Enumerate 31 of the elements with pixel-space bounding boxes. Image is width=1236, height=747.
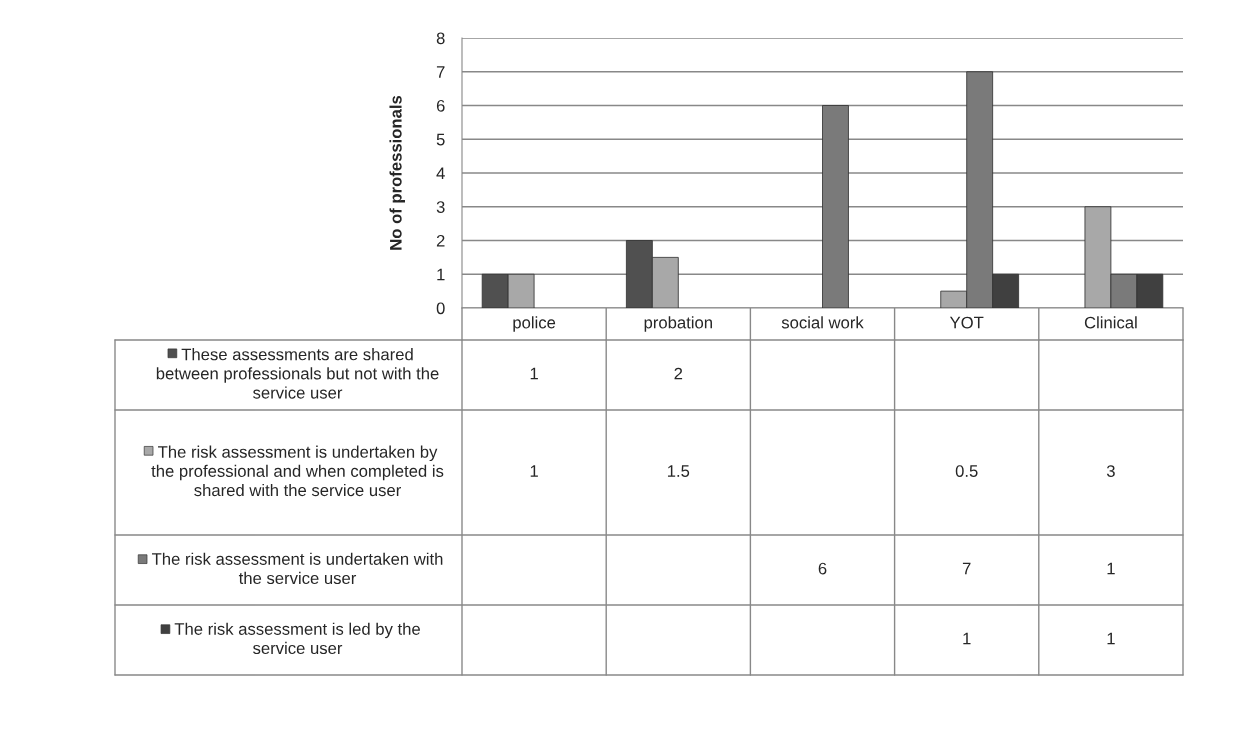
legend-label: The risk assessment is led by the service user — [174, 622, 420, 655]
data-label: 3 — [1106, 465, 1115, 477]
bar — [822, 105, 849, 308]
y-axis-title: No of professionals — [389, 95, 405, 250]
y-tick-label: 7 — [436, 66, 445, 78]
data-label: 1 — [1107, 632, 1115, 645]
legend-label: The risk assessment is undertaken with the service user — [151, 552, 443, 585]
data-label: 1 — [1107, 562, 1115, 575]
data-label: 1 — [530, 367, 538, 380]
y-tick-label: 4 — [436, 167, 445, 180]
x-tick-label: police — [513, 316, 556, 332]
x-tick-label: Clinical — [1084, 316, 1137, 329]
data-label: 0.5 — [955, 465, 978, 477]
legend-label: The risk assessment is undertaken by the professional and when completed is shared with the service user — [151, 445, 444, 497]
y-tick-label: 8 — [436, 32, 445, 45]
y-tick-label: 3 — [436, 201, 445, 213]
data-label: 1 — [963, 632, 971, 645]
data-label: 7 — [962, 562, 971, 575]
legend-label: These assessments are shared between professionals but not with the service user — [156, 348, 439, 399]
data-label: 2 — [674, 367, 683, 380]
x-tick-label: YOT — [949, 316, 984, 329]
data-label: 1 — [530, 465, 538, 477]
y-tick-label: 6 — [436, 99, 445, 112]
x-tick-label: probation — [644, 316, 712, 332]
y-tick-label: 1 — [437, 268, 445, 281]
data-label: 6 — [818, 562, 827, 575]
y-tick-label: 0 — [436, 302, 445, 315]
y-tick-label: 5 — [436, 133, 445, 146]
data-label: 1.5 — [667, 465, 690, 477]
x-tick-label: social work — [781, 316, 864, 329]
y-tick-label: 2 — [436, 234, 445, 247]
